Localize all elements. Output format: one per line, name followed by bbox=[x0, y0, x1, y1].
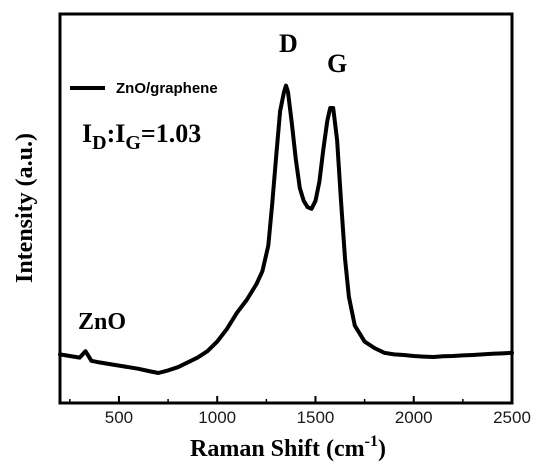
series-line-zno-graphene bbox=[58, 83, 514, 375]
x-tick-label: 1500 bbox=[297, 408, 335, 427]
x-axis-title-superscript: -1 bbox=[365, 433, 378, 450]
ratio-annotation: ID:IG=1.03 bbox=[82, 119, 201, 154]
peak-d-label: D bbox=[279, 29, 298, 58]
x-tick-label: 2500 bbox=[493, 408, 531, 427]
peak-g-label: G bbox=[327, 49, 347, 78]
x-axis-title-close: ) bbox=[378, 436, 386, 462]
plot-frame bbox=[58, 12, 514, 405]
y-axis-title: Intensity (a.u.) bbox=[12, 133, 38, 283]
legend-label: ZnO/graphene bbox=[116, 80, 218, 97]
x-tick-label: 2000 bbox=[395, 408, 433, 427]
zno-label: ZnO bbox=[78, 309, 126, 335]
legend: ZnO/graphene bbox=[70, 80, 218, 97]
x-tick-label: 1000 bbox=[198, 408, 236, 427]
x-axis-ticks: 500 1000 1500 2000 2500 bbox=[69, 396, 531, 427]
x-axis-title: Raman Shift (cm-1) bbox=[190, 433, 386, 462]
x-tick-label: 500 bbox=[105, 408, 133, 427]
